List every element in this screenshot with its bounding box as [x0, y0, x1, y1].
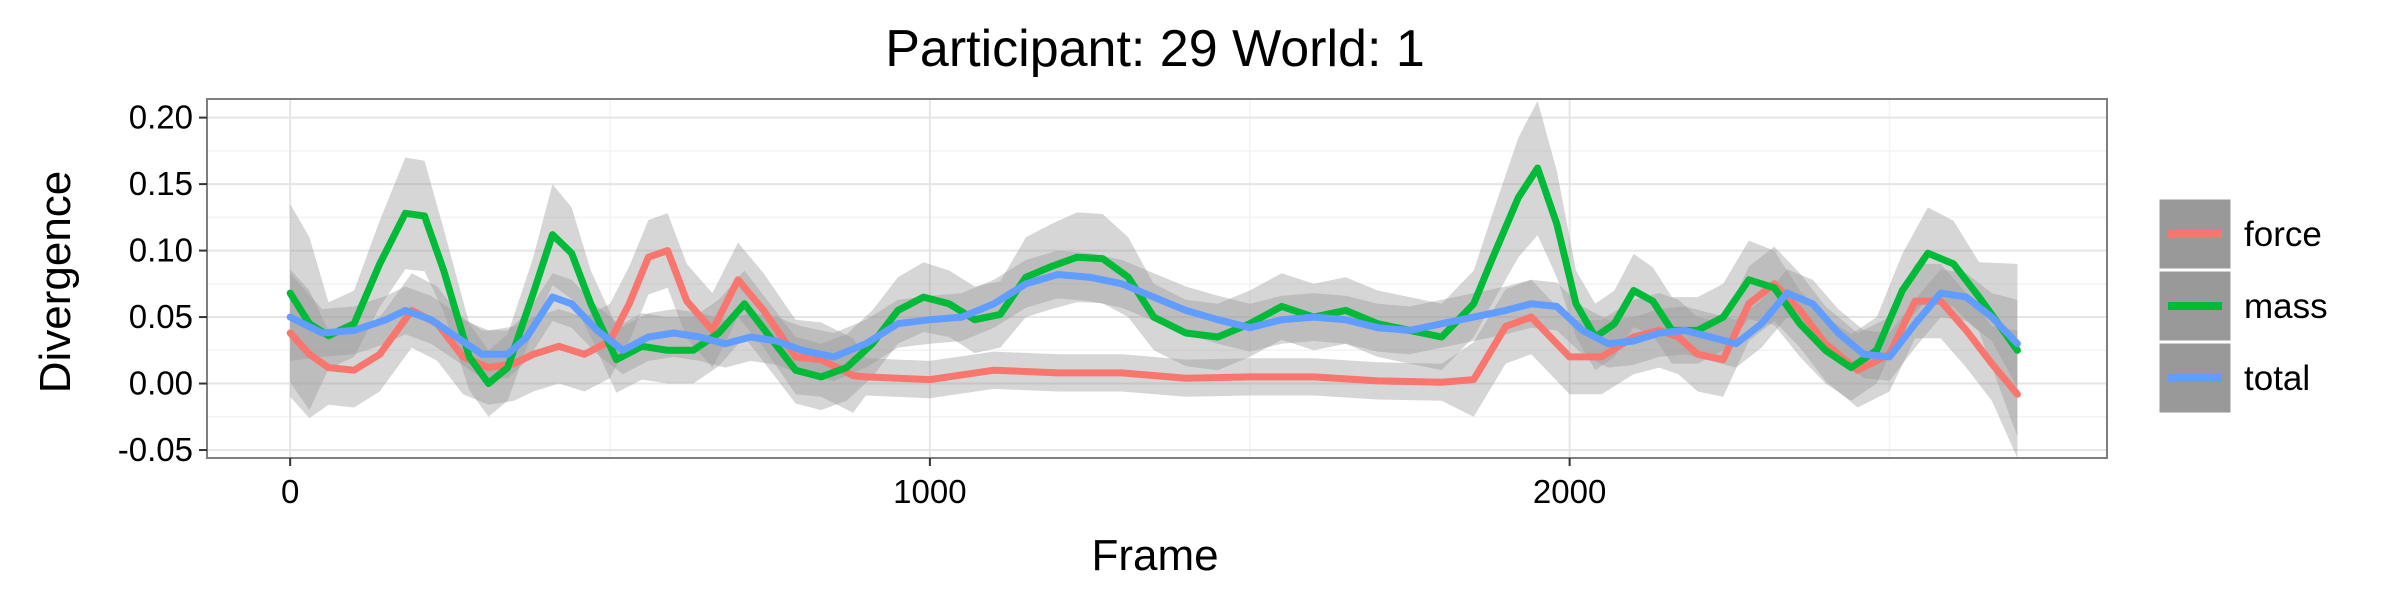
band-mass [290, 101, 2018, 437]
plot-border [206, 98, 2108, 459]
y-tick-label: 0.20 [129, 99, 193, 136]
axes: -0.05 0.00 0.05 0.10 0.15 0.20 0 1000 2000 [118, 98, 2108, 510]
y-tick-label: 0.15 [129, 165, 193, 202]
plot-background [207, 99, 2107, 458]
series-lines [286, 164, 2021, 398]
x-tick-label: 0 [281, 473, 299, 510]
chart-title: Participant: 29 World: 1 [885, 20, 1425, 78]
y-tick-label: 0.10 [129, 232, 193, 269]
x-tick-label: 1000 [893, 473, 966, 510]
y-tick-label: -0.05 [118, 431, 193, 468]
y-tick-label: 0.05 [129, 298, 193, 335]
legend-label-total: total [2244, 359, 2310, 398]
x-tick-label: 2000 [1533, 473, 1606, 510]
line-mass [286, 164, 2021, 387]
plot-panel [207, 99, 2107, 458]
band-force [290, 213, 2018, 458]
line-total [286, 271, 2021, 361]
legend-label-force: force [2244, 215, 2322, 254]
x-axis-title: Frame [1091, 531, 1218, 580]
legend: force mass total [2156, 196, 2328, 416]
y-axis-title: Divergence [31, 171, 80, 394]
legend-label-mass: mass [2244, 287, 2328, 326]
y-tick-label: 0.00 [129, 365, 193, 402]
